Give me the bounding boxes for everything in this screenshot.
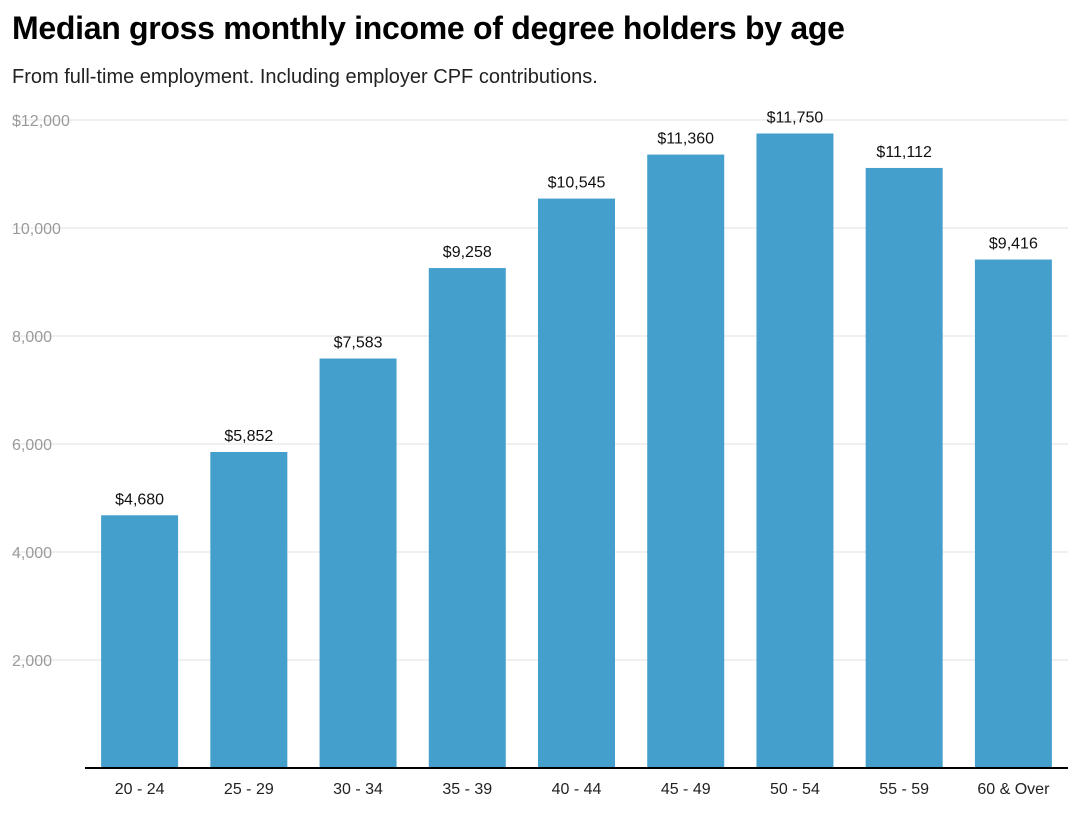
- bar: [756, 133, 834, 768]
- x-tick-label: 25 - 29: [224, 781, 274, 798]
- bar: [210, 451, 288, 768]
- bar: [538, 198, 615, 768]
- x-tick-label: 30 - 34: [333, 781, 383, 798]
- chart-subtitle: From full-time employment. Including emp…: [12, 66, 598, 88]
- y-tick-label: 6,000: [12, 437, 52, 454]
- x-tick-label: 50 - 54: [770, 781, 820, 798]
- y-tick-label: 10,000: [12, 221, 61, 238]
- bar-value-label: $10,545: [548, 175, 606, 192]
- x-tick-label: 35 - 39: [442, 781, 492, 798]
- chart-title: Median gross monthly income of degree ho…: [12, 10, 845, 46]
- bar-value-label: $9,416: [989, 236, 1038, 253]
- bar: [101, 515, 179, 768]
- x-tick-label: 40 - 44: [552, 781, 602, 798]
- x-tick-label: 45 - 49: [661, 781, 711, 798]
- bar-value-label: $11,360: [657, 131, 714, 148]
- y-tick-label: 8,000: [12, 329, 52, 346]
- bar-value-label: $7,583: [334, 335, 383, 352]
- bar: [974, 259, 1052, 768]
- x-tick-label: 20 - 24: [115, 781, 165, 798]
- bar-value-label: $5,852: [224, 428, 273, 445]
- bar: [319, 358, 397, 768]
- bar: [647, 154, 725, 768]
- bar-value-label: $11,112: [876, 144, 932, 161]
- y-tick-label: $12,000: [12, 113, 70, 130]
- bar-value-label: $9,258: [443, 244, 492, 261]
- bar: [428, 268, 506, 768]
- x-tick-label: 60 & Over: [977, 781, 1050, 798]
- y-tick-label: 4,000: [12, 545, 52, 562]
- x-tick-label: 55 - 59: [879, 781, 929, 798]
- bars: $4,680 $5,852 $7,583 $9,258 $10,545 $11,360 $1…: [101, 110, 1052, 768]
- bar-value-label: $4,680: [115, 491, 164, 508]
- x-axis: 20 - 24 25 - 29 30 - 34 35 - 39 40 - 44 45 - …: [85, 767, 1068, 798]
- y-tick-label: 2,000: [12, 653, 52, 670]
- bar: [865, 167, 943, 768]
- bar-value-label: $11,750: [767, 110, 824, 127]
